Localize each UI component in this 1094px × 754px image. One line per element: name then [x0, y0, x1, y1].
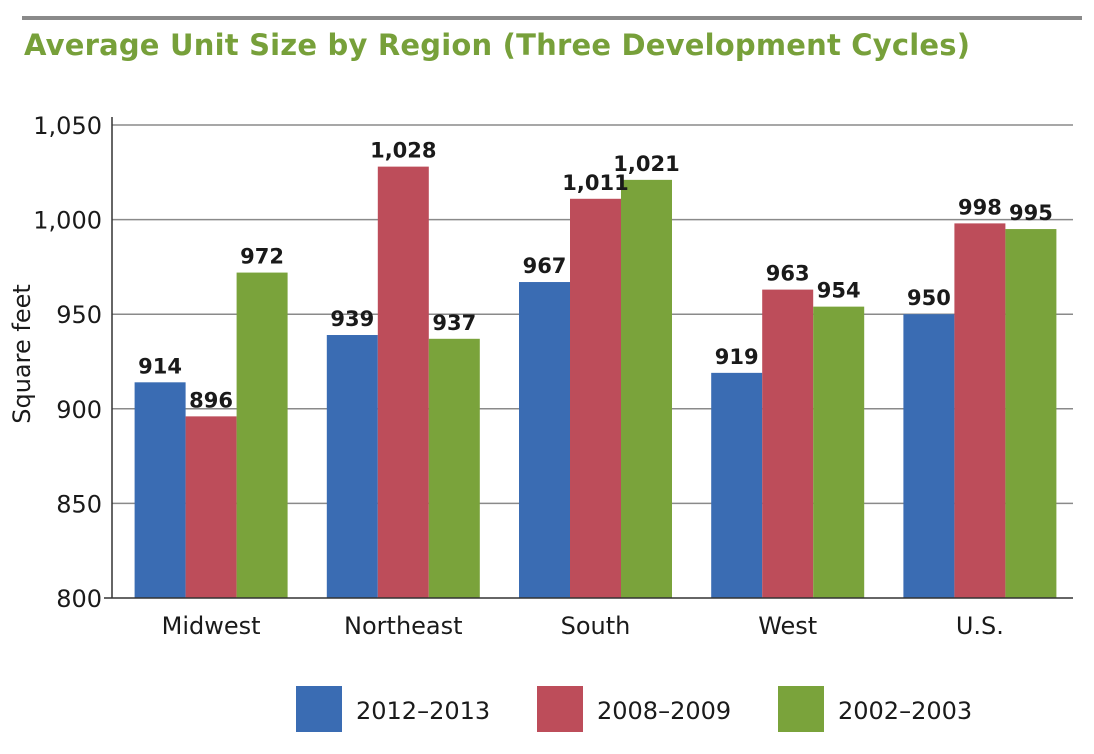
x-category-label-northeast: Northeast [344, 612, 463, 640]
bars [134, 166, 1057, 599]
legend-label-2002-2003: 2002–2003 [838, 697, 972, 725]
bar-northeast-2008-2009 [377, 166, 429, 598]
x-category-label-south: South [561, 612, 631, 640]
bar-midwest-2008-2009 [185, 416, 237, 598]
data-label-u-s-2002-2003: 995 [1009, 201, 1053, 225]
data-label-northeast-2012-2013: 939 [330, 307, 374, 331]
y-tick-labels: 800 850 900 950 1,000 1,050 [33, 112, 102, 613]
data-label-northeast-2002-2003: 937 [432, 311, 476, 335]
data-label-u-s-2012-2013: 950 [907, 286, 951, 310]
data-label-south-2008-2009: 1,011 [562, 171, 628, 195]
data-label-northeast-2008-2009: 1,028 [370, 139, 436, 163]
data-label-midwest-2002-2003: 972 [240, 245, 284, 269]
bar-south-2008-2009 [570, 198, 621, 598]
data-label-midwest-2012-2013: 914 [138, 354, 182, 378]
bar-u-s-2008-2009 [954, 223, 1006, 598]
x-category-labels: Midwest Northeast South West U.S. [162, 612, 1004, 640]
bar-midwest-2002-2003 [236, 272, 288, 598]
legend-label-2008-2009: 2008–2009 [597, 697, 731, 725]
data-label-west-2012-2013: 919 [715, 345, 759, 369]
y-tick-label-850: 850 [56, 490, 102, 518]
bar-south-2002-2003 [621, 179, 672, 599]
y-tick-label-1000: 1,000 [33, 207, 102, 235]
x-category-label-midwest: Midwest [162, 612, 261, 640]
bar-u-s-2002-2003 [1005, 229, 1057, 598]
bar-midwest-2012-2013 [134, 382, 186, 598]
legend-swatch-2002-2003 [778, 686, 824, 732]
y-tick-label-1050: 1,050 [33, 112, 102, 140]
data-label-u-s-2008-2009: 998 [958, 195, 1002, 219]
top-rule [22, 16, 1082, 20]
bar-west-2002-2003 [813, 306, 865, 598]
legend-swatch-2008-2009 [537, 686, 583, 732]
y-tick-label-800: 800 [56, 585, 102, 613]
data-label-west-2008-2009: 963 [766, 262, 810, 286]
data-label-south-2002-2003: 1,021 [613, 152, 679, 176]
bar-south-2012-2013 [519, 282, 570, 598]
bar-northeast-2012-2013 [326, 335, 378, 598]
y-axis-title: Square feet [8, 284, 36, 424]
x-category-label-west: West [758, 612, 817, 640]
chart-title: Average Unit Size by Region (Three Devel… [24, 28, 971, 62]
x-category-label-u-s: U.S. [956, 612, 1004, 640]
data-label-west-2002-2003: 954 [817, 279, 861, 303]
bar-west-2008-2009 [762, 289, 814, 598]
legend-swatch-2012-2013 [296, 686, 342, 732]
legend-label-2012-2013: 2012–2013 [356, 697, 490, 725]
legend: 2012–2013 2008–2009 2002–2003 [296, 686, 972, 732]
y-tick-label-900: 900 [56, 396, 102, 424]
y-tick-label-950: 950 [56, 301, 102, 329]
data-label-midwest-2008-2009: 896 [189, 388, 233, 412]
axes [104, 117, 1073, 599]
data-label-south-2012-2013: 967 [523, 254, 567, 278]
bar-u-s-2012-2013 [903, 314, 955, 598]
bar-northeast-2002-2003 [428, 338, 480, 598]
bar-west-2012-2013 [711, 372, 763, 598]
